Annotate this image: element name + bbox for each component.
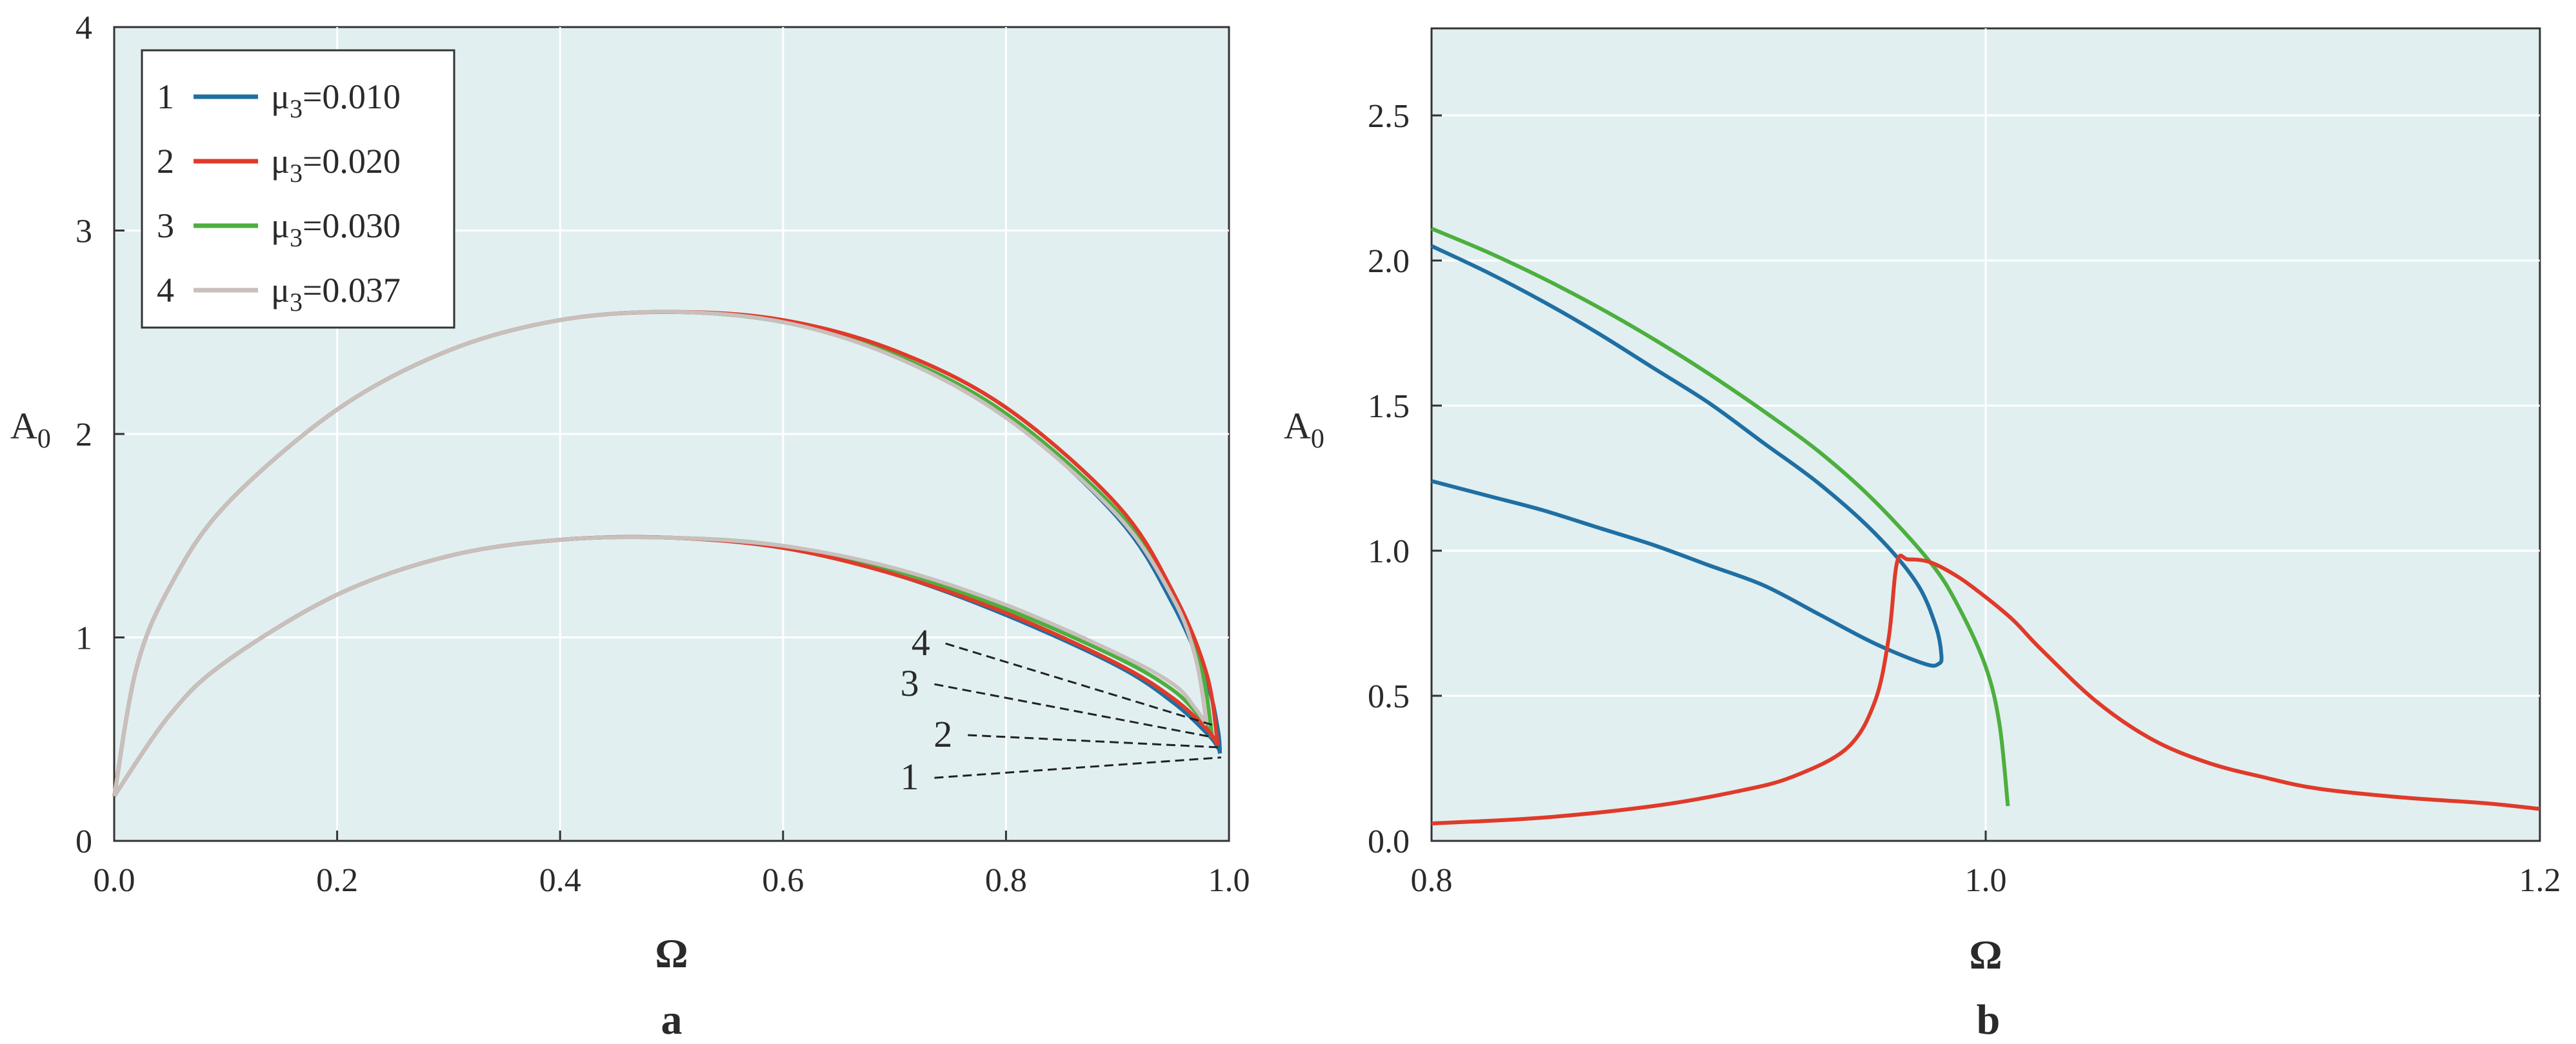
- legend-label: μ3=0.010: [271, 77, 401, 123]
- series-line-green: [1430, 226, 2010, 807]
- legend-number: 2: [157, 142, 174, 181]
- x-tick-label: 0.2: [316, 862, 358, 899]
- x-tick-label: 0.8: [985, 862, 1027, 899]
- y-axis-label-a: A0: [10, 405, 51, 454]
- y-tick-label: 1: [75, 620, 92, 657]
- series-line-blue: [1430, 244, 1944, 668]
- panel-label-b: b: [1977, 996, 2001, 1043]
- y-tick-label: 2.5: [1368, 98, 1410, 135]
- x-axis-label-b: Ω: [1969, 932, 2002, 978]
- legend-label: μ3=0.030: [271, 206, 401, 252]
- y-tick-label: 2: [75, 417, 92, 453]
- series-line-upper-4: [112, 310, 1209, 797]
- y-tick-label: 1.0: [1368, 533, 1410, 570]
- y-tick-label: 4: [75, 10, 92, 46]
- y-tick-label: 2.0: [1368, 243, 1410, 280]
- legend-box: [141, 49, 455, 329]
- annotation-leader: [945, 642, 1213, 726]
- y-axis-label-b: A0: [1284, 405, 1324, 454]
- series-b: [1430, 226, 2541, 825]
- annotation-label: 3: [900, 662, 919, 704]
- x-tick-label: 1.0: [1965, 862, 2007, 899]
- legend-label: μ3=0.037: [271, 271, 401, 317]
- y-tick-label: 1.5: [1368, 388, 1410, 425]
- series-line-red: [1431, 553, 2541, 825]
- annotation-label: 1: [900, 756, 919, 798]
- x-tick-label: 0.6: [762, 862, 804, 899]
- y-tick-label: 0.0: [1368, 823, 1410, 860]
- ticks-b: 0.8 1.0 1.2 0.0 0.5 1.0 1.5 2.0 2.5: [1368, 98, 2561, 899]
- legend-number: 3: [157, 206, 174, 245]
- y-tick-label: 0.5: [1368, 678, 1410, 715]
- annotation-leader: [934, 756, 1222, 779]
- legend-number: 1: [157, 77, 174, 116]
- annotation-label: 4: [912, 622, 930, 664]
- y-tick-label: 3: [75, 213, 92, 250]
- y-tick-label: 0: [75, 823, 92, 860]
- grid-b: [1432, 28, 2540, 841]
- annotation-label: 2: [934, 713, 952, 755]
- panel-label-a: a: [661, 996, 683, 1043]
- x-axis-label-a: Ω: [655, 931, 688, 976]
- legend-label: μ3=0.020: [271, 142, 401, 188]
- series-line-lower-4: [112, 535, 1208, 798]
- x-tick-label: 1.2: [2519, 862, 2561, 899]
- legend: 1 μ3=0.010 2 μ3=0.020 3 μ3=0.030 4 μ3=0.037: [141, 49, 455, 329]
- chart-panel-b: 0.8 1.0 1.2 0.0 0.5 1.0 1.5 2.0 2.5 Ω A0 b: [1284, 27, 2561, 1043]
- legend-number: 4: [157, 271, 174, 310]
- annotation-leader: [934, 683, 1213, 738]
- x-tick-label: 0.8: [1411, 862, 1453, 899]
- x-tick-label: 1.0: [1208, 862, 1250, 899]
- x-tick-label: 0.4: [539, 862, 581, 899]
- series-a: [112, 310, 1223, 798]
- x-tick-label: 0.0: [94, 862, 135, 899]
